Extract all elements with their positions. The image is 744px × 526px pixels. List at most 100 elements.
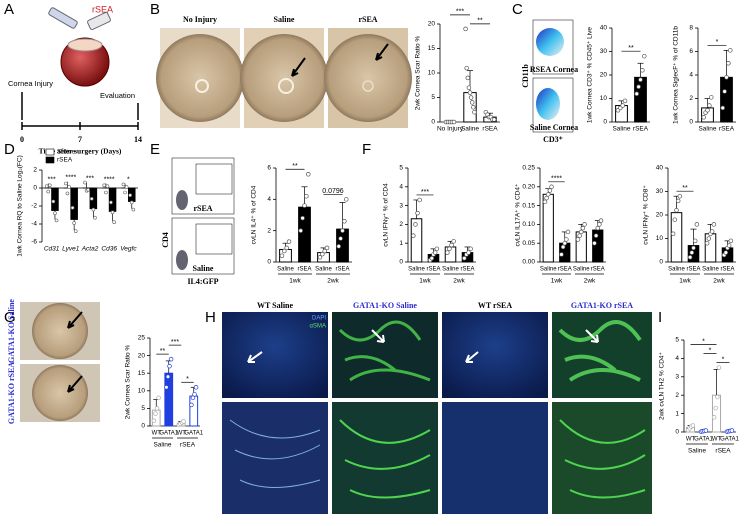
y-tick-label: 6 [267, 165, 271, 172]
data-point [168, 356, 174, 362]
data-point [634, 91, 639, 97]
data-point [73, 229, 78, 233]
data-point [91, 207, 96, 212]
timeline-label: Time after surgery (Days) [39, 147, 122, 156]
y-tick-label: 4 [689, 72, 693, 79]
significance-label: * [709, 347, 712, 354]
data-point [704, 240, 710, 246]
data-point [638, 77, 643, 82]
data-point [465, 75, 471, 81]
x-tick-label: rSEA [720, 267, 734, 273]
data-point [694, 222, 700, 227]
group-label: 1wk [551, 278, 563, 285]
data-point [578, 229, 584, 235]
data-point [722, 89, 727, 94]
y-tick-label: 5 [399, 165, 403, 172]
data-point [622, 98, 628, 104]
significance-label: * [722, 356, 725, 363]
y-tick-label: 0 [659, 259, 663, 266]
significance-label: * [127, 176, 130, 183]
x-tick-label: GATA1 [694, 437, 713, 443]
image-caption: GATA1-KO Saline [353, 301, 417, 310]
x-tick-label: Saline [315, 267, 332, 273]
y-tick-label: 0.00 [522, 259, 535, 266]
data-point [53, 211, 57, 215]
data-point [432, 250, 438, 255]
data-point [154, 406, 160, 411]
axis-label: CD3⁺ [543, 135, 563, 144]
y-tick-label: 5 [141, 405, 145, 412]
data-point [598, 218, 604, 223]
data-point [284, 245, 289, 251]
group-label: rSEA [715, 448, 731, 455]
x-tick-label: WT [712, 437, 722, 443]
data-point [105, 184, 110, 188]
x-tick-label: Saline [698, 126, 716, 133]
y-tick-label: 20 [600, 72, 608, 79]
y-tick-label: 3 [399, 202, 403, 209]
y-axis-label: cvLN IL4⁺ % of CD4 [251, 185, 258, 244]
group-label: rSEA [180, 442, 196, 449]
y-tick-label: 0 [267, 259, 271, 266]
plot-caption: Saline [193, 264, 214, 273]
data-point [417, 197, 422, 203]
data-point [128, 193, 132, 197]
y-tick-label: 0 [603, 119, 607, 126]
panel-label: C [512, 1, 523, 18]
bar [542, 193, 554, 263]
y-tick-label: 20 [138, 352, 146, 359]
data-point [156, 395, 161, 401]
image-caption: GATA1-KO rSEA [571, 301, 633, 310]
data-point [491, 117, 497, 122]
y-tick-label: -2 [31, 203, 37, 210]
significance-label: **** [104, 176, 115, 183]
legend-label: Saline [57, 149, 75, 156]
significance-label: *** [421, 189, 429, 196]
y-tick-label: 2 [267, 227, 271, 234]
y-tick-label: 2 [675, 392, 679, 399]
legend-swatch [45, 156, 55, 164]
y-tick-label: 2 [399, 221, 403, 228]
bar [711, 394, 722, 433]
x-tick-label: Saline [540, 267, 557, 273]
data-point [451, 239, 456, 244]
data-point [302, 203, 307, 208]
data-point [447, 246, 452, 252]
data-point [304, 193, 309, 199]
x-tick-label: Saline [277, 267, 294, 273]
data-point [279, 253, 285, 258]
data-point [705, 107, 710, 113]
axis-label: IL4:GFP [187, 277, 218, 286]
x-tick-label: Saline [442, 267, 459, 273]
data-point [690, 423, 696, 428]
data-point [715, 394, 720, 400]
data-point [716, 365, 722, 370]
bar [70, 187, 78, 220]
data-point [72, 221, 76, 225]
data-point [545, 192, 551, 197]
y-tick-label: 0 [431, 119, 435, 126]
data-point [729, 428, 735, 433]
y-tick-label: 0.25 [522, 165, 535, 172]
data-point [48, 183, 52, 188]
panel-label: E [150, 141, 160, 158]
data-point [434, 246, 440, 252]
data-point [595, 225, 600, 231]
data-point [565, 229, 571, 235]
data-point [728, 48, 733, 53]
significance-label: ** [628, 45, 634, 52]
x-tick-label: WT [152, 431, 162, 437]
data-point [468, 246, 473, 252]
y-tick-label: 0.05 [522, 240, 535, 247]
y-tick-label: 25 [138, 335, 146, 342]
data-point [709, 229, 715, 234]
y-axis-label: 2wk Cornea Scar Ratio % [415, 36, 422, 111]
data-point [306, 172, 311, 177]
data-point [709, 95, 714, 100]
significance-label: * [702, 338, 705, 345]
data-point [706, 236, 712, 241]
data-point [102, 183, 107, 188]
significance-label: *** [171, 339, 179, 346]
data-point [340, 228, 345, 233]
significance-label: *** [456, 9, 464, 16]
